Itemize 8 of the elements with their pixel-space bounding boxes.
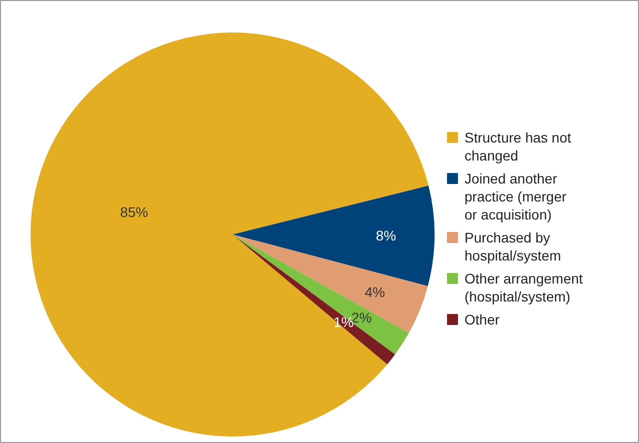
legend-label: Joined another practice (merger or acquisition): [464, 170, 567, 222]
legend-label: Other: [464, 312, 500, 328]
legend-label: Other arrangement (hospital/system): [464, 270, 583, 304]
legend-label: Purchased by hospital/system: [464, 230, 561, 264]
data-label: 8%: [376, 228, 396, 244]
data-label: 4%: [364, 284, 385, 300]
data-label: 85%: [120, 204, 148, 220]
legend-label: Structure has not changed: [464, 130, 572, 164]
